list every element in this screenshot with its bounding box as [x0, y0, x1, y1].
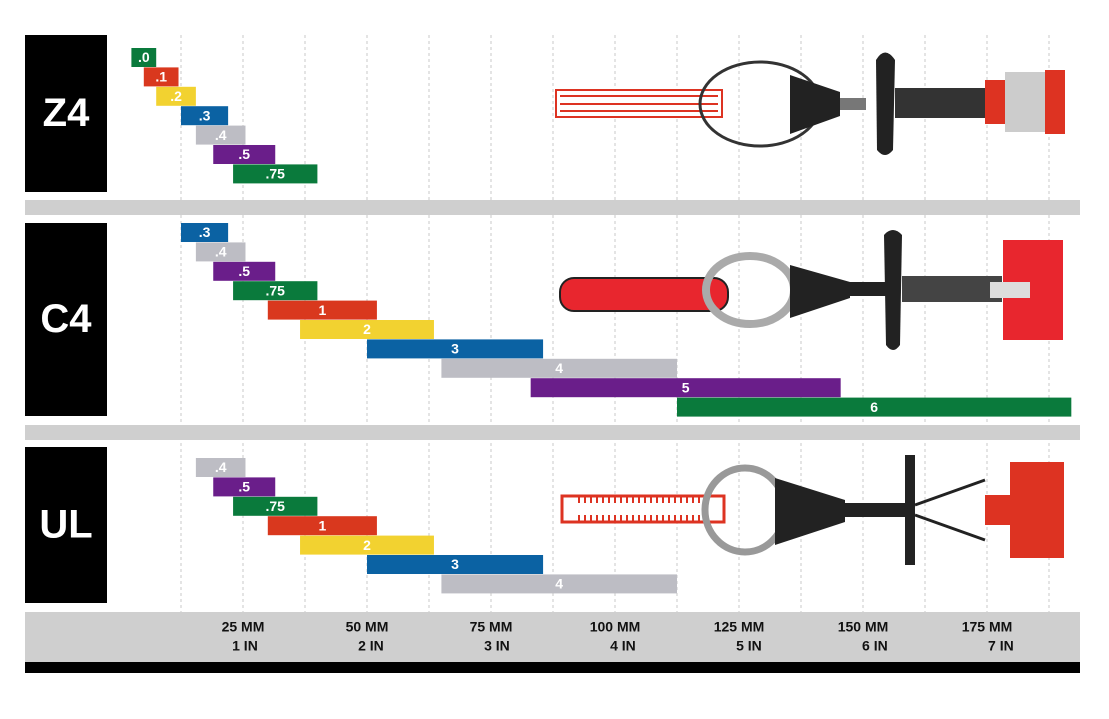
range-bar [213, 261, 276, 281]
bar-label: 2 [363, 321, 371, 337]
range-bar [233, 164, 318, 184]
x2-tick-label: 2 IN [358, 638, 384, 654]
x2-tick-label: 1 IN [232, 638, 258, 654]
x-tick-label: 75 MM [470, 619, 513, 635]
bottom-strip [25, 662, 1080, 673]
bar-label: 1 [318, 517, 326, 533]
panel-title: Z4 [43, 91, 90, 135]
x-tick-label: 125 MM [714, 619, 765, 635]
bar-label: 3 [451, 341, 459, 357]
x2-tick-label: 3 IN [484, 638, 510, 654]
x2-tick-label: 5 IN [736, 638, 762, 654]
bar-label: .5 [238, 146, 250, 162]
range-bar [267, 516, 377, 536]
x-tick-label: 25 MM [222, 619, 265, 635]
range-bar [677, 397, 1072, 417]
axis-band [25, 612, 1080, 662]
bar-label: .3 [199, 224, 211, 240]
bar-label: .4 [215, 127, 227, 143]
range-bar [300, 535, 434, 555]
x-tick-label: 100 MM [590, 619, 641, 635]
range-bar [300, 320, 434, 339]
range-bar [195, 458, 246, 477]
separator [25, 200, 1080, 215]
range-bar [233, 496, 318, 516]
range-bar [181, 106, 229, 126]
bar-label: 4 [555, 360, 563, 376]
bar-label: .75 [266, 166, 286, 182]
x-tick-label: 150 MM [838, 619, 889, 635]
range-bar [367, 555, 544, 574]
bar-label: .75 [266, 282, 286, 298]
range-bar [181, 223, 229, 242]
bar-label: 1 [318, 302, 326, 318]
range-bar [213, 477, 276, 497]
range-bar [233, 281, 318, 301]
cam-c4 [559, 230, 1063, 350]
separator [25, 425, 1080, 440]
bar-label: .75 [266, 498, 286, 514]
range-bar [213, 145, 276, 164]
range-bar [195, 125, 246, 145]
x-tick-label: 50 MM [346, 619, 389, 635]
x2-tick-label: 6 IN [862, 638, 888, 654]
range-bar [367, 339, 544, 359]
bar-label: .2 [170, 88, 182, 104]
range-bar [131, 48, 157, 67]
bar-label: 4 [555, 576, 563, 592]
panel-label-box [25, 447, 107, 603]
panel-title: C4 [40, 297, 92, 341]
range-bar [530, 378, 841, 398]
range-bar [441, 574, 677, 594]
panel-label-box [25, 35, 107, 192]
bar-label: 2 [363, 537, 371, 553]
x2-tick-label: 7 IN [988, 638, 1014, 654]
bar-label: 3 [451, 556, 459, 572]
bar-label: .4 [215, 244, 227, 260]
range-bar [441, 358, 677, 378]
cam-z4 [555, 52, 1065, 155]
range-bar [267, 300, 377, 320]
x-tick-label: 175 MM [962, 619, 1013, 635]
range-bar [143, 67, 179, 87]
bar-label: .0 [138, 49, 150, 65]
bar-label: .4 [215, 459, 227, 475]
bar-label: .1 [155, 69, 167, 85]
bar-label: .3 [199, 107, 211, 123]
bar-label: .5 [238, 479, 250, 495]
panel-title: UL [39, 503, 92, 547]
x2-tick-label: 4 IN [610, 638, 636, 654]
panel-label-box [25, 223, 107, 416]
bar-label: .5 [238, 263, 250, 279]
cam-ul [560, 455, 1064, 565]
bar-label: 5 [682, 379, 690, 395]
range-bar [195, 242, 246, 262]
range-bar [156, 86, 196, 106]
bar-label: 6 [870, 399, 878, 415]
